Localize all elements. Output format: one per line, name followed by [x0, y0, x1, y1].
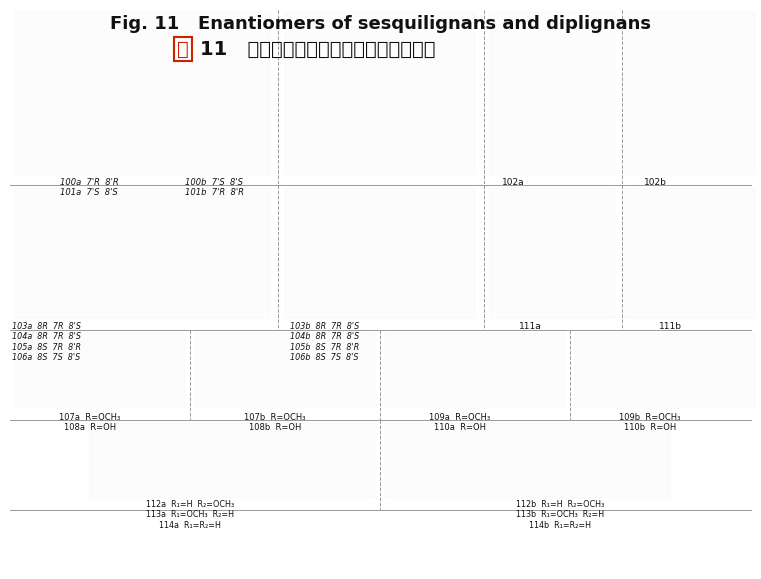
Text: 109b  R=OCH₃
110b  R=OH: 109b R=OCH₃ 110b R=OH	[619, 413, 680, 433]
Bar	[285, 12, 475, 175]
Bar	[385, 333, 565, 408]
Bar	[625, 188, 755, 318]
Text: 111a: 111a	[519, 322, 541, 331]
Bar	[195, 333, 375, 408]
Text: 112b  R₁=H  R₂=OCH₃
113b  R₁=OCH₃  R₂=H
114b  R₁=R₂=H: 112b R₁=H R₂=OCH₃ 113b R₁=OCH₃ R₂=H 114b…	[516, 500, 604, 530]
Text: 109a  R=OCH₃
110a  R=OH: 109a R=OCH₃ 110a R=OH	[429, 413, 491, 433]
Text: 11   倍半木脂素和二倍木脂素对映异构体: 11 倍半木脂素和二倍木脂素对映异构体	[200, 39, 435, 58]
Text: 107b  R=OCH₃
108b  R=OH: 107b R=OCH₃ 108b R=OH	[244, 413, 306, 433]
Text: 102a: 102a	[501, 178, 524, 187]
Text: 103a  8R  7R  8'S
104a  8R  7R  8'S
105a  8S  7R  8'R
106a  8S  7S  8'S: 103a 8R 7R 8'S 104a 8R 7R 8'S 105a 8S 7R…	[12, 322, 81, 362]
Text: 112a  R₁=H  R₂=OCH₃
113a  R₁=OCH₃  R₂=H
114a  R₁=R₂=H: 112a R₁=H R₂=OCH₃ 113a R₁=OCH₃ R₂=H 114a…	[146, 500, 234, 530]
Bar	[15, 188, 270, 318]
Text: 100a  7'R  8'R
101a  7'S  8'S: 100a 7'R 8'R 101a 7'S 8'S	[60, 178, 119, 197]
Bar	[90, 423, 375, 498]
Bar	[625, 12, 755, 175]
Text: Fig. 11   Enantiomers of sesquilignans and diplignans: Fig. 11 Enantiomers of sesquilignans and…	[110, 15, 651, 33]
Bar	[575, 333, 755, 408]
Text: 111b: 111b	[658, 322, 682, 331]
Bar	[285, 188, 475, 318]
Bar	[490, 188, 615, 318]
Bar	[15, 333, 185, 408]
Bar	[15, 12, 270, 175]
Bar	[385, 423, 670, 498]
Text: 107a  R=OCH₃
108a  R=OH: 107a R=OCH₃ 108a R=OH	[59, 413, 121, 433]
Text: 103b  8R  7R  8'S
104b  8R  7R  8'S
105b  8S  7R  8'R
106b  8S  7S  8'S: 103b 8R 7R 8'S 104b 8R 7R 8'S 105b 8S 7R…	[290, 322, 359, 362]
Bar	[490, 12, 615, 175]
Text: 图: 图	[177, 39, 189, 58]
Text: 100b  7'S  8'S
101b  7'R  8'R: 100b 7'S 8'S 101b 7'R 8'R	[185, 178, 244, 197]
Text: 102b: 102b	[644, 178, 667, 187]
